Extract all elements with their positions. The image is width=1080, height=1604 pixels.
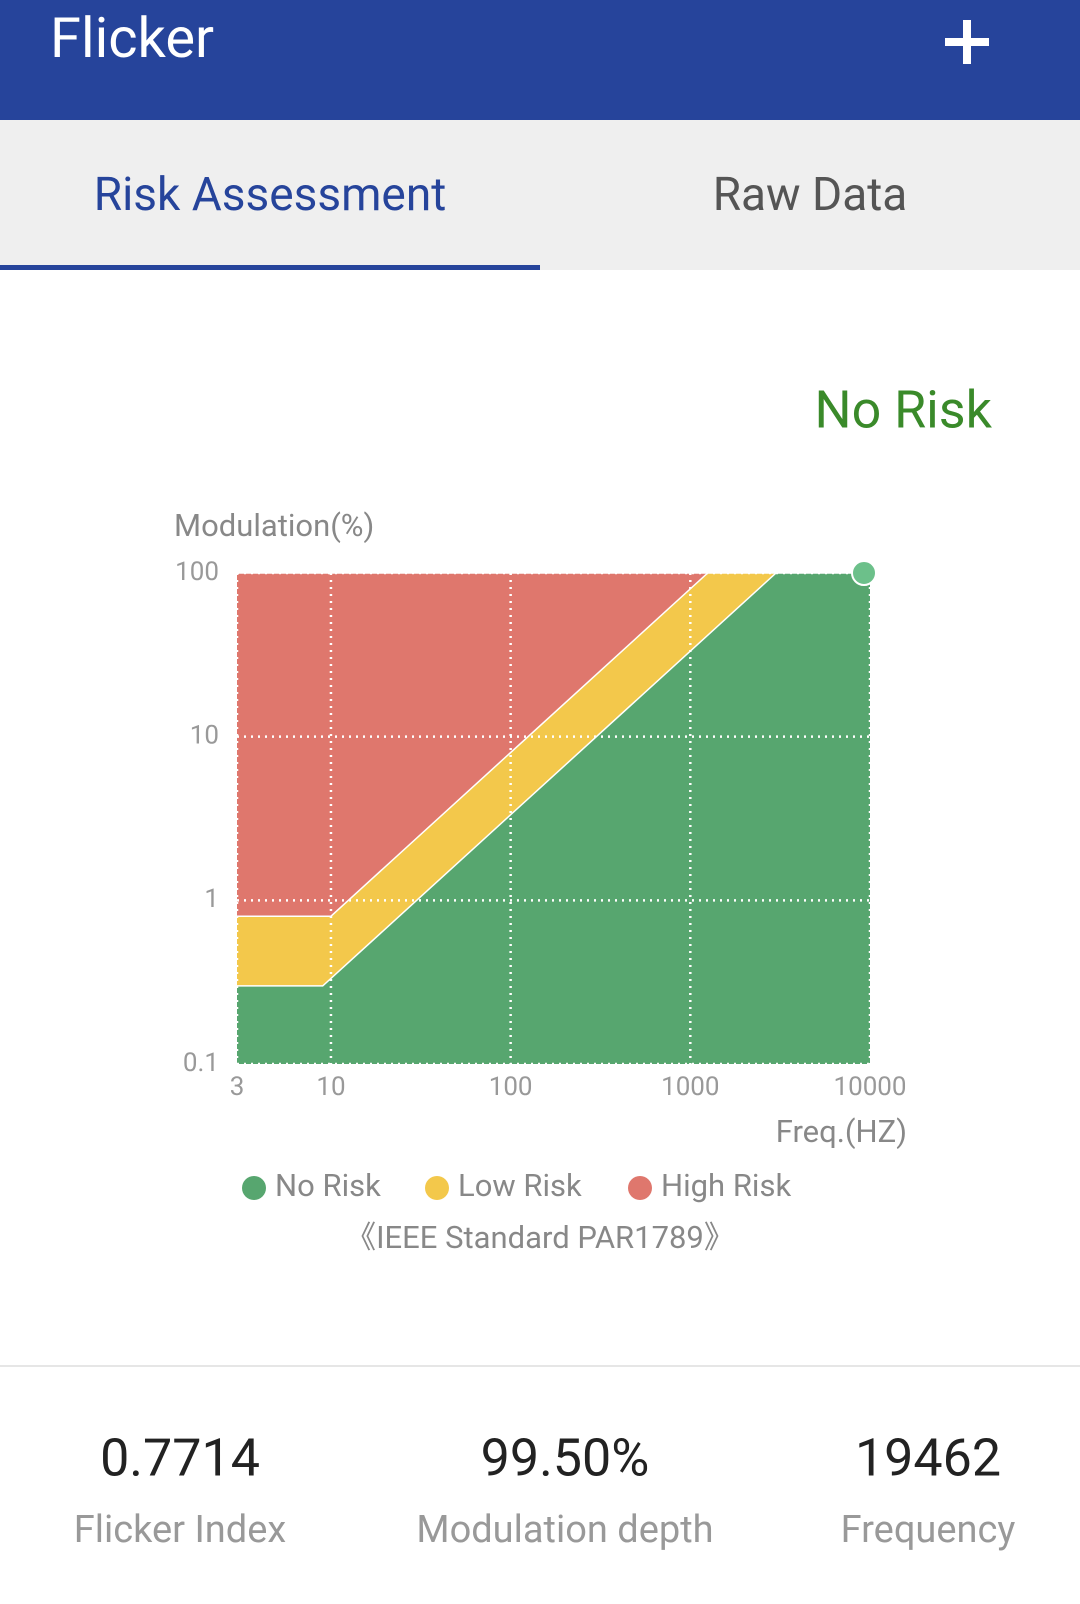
stat-label: Frequency — [841, 1508, 1016, 1552]
y-tick-label: 0.1 — [183, 1048, 219, 1078]
legend-label: Low Risk — [458, 1167, 582, 1204]
y-tick-label: 10 — [190, 721, 219, 751]
add-button[interactable] — [945, 20, 989, 64]
x-tick-label: 10 — [316, 1072, 345, 1102]
area-boundary — [237, 572, 870, 987]
legend-swatch — [242, 1176, 266, 1200]
risk-status: No Risk — [814, 380, 992, 441]
stat-value: 99.50% — [481, 1428, 650, 1489]
tab-indicator — [0, 265, 540, 270]
tab[interactable]: Raw Data — [713, 168, 908, 222]
legend-swatch — [425, 1176, 449, 1200]
tab-bar — [0, 120, 1080, 270]
x-tick-label: 1000 — [661, 1072, 719, 1102]
legend-swatch — [628, 1176, 652, 1200]
plot: 3 10 100 1000 10000 0.1 1 10 100 — [175, 557, 906, 1102]
area-fill — [237, 573, 870, 1064]
legend-label: High Risk — [661, 1167, 791, 1204]
reading-marker — [851, 560, 877, 586]
stat-value: 0.7714 — [100, 1428, 260, 1489]
y-axis-label: Modulation(%) — [174, 507, 374, 544]
y-tick-label: 1 — [204, 884, 219, 914]
stat-value: 19462 — [855, 1428, 1001, 1489]
y-tick-label: 100 — [175, 557, 219, 587]
x-tick-label: 10000 — [833, 1072, 906, 1102]
tab[interactable]: Risk Assessment — [94, 168, 447, 222]
x-tick-label: 3 — [230, 1072, 245, 1102]
app-title: Flicker — [50, 5, 214, 71]
x-tick-label: 100 — [489, 1072, 533, 1102]
caption: 《IEEE Standard PAR1789》 — [345, 1219, 735, 1256]
stat-label: Flicker Index — [74, 1508, 287, 1552]
legend: No Risk Low Risk High Risk — [242, 1167, 791, 1204]
legend-label: No Risk — [275, 1167, 381, 1204]
stats: 0.7714 Flicker Index 99.50% Modulation dept… — [74, 1428, 1016, 1552]
x-axis-label: Freq.(HZ) — [776, 1113, 907, 1150]
plus-v — [963, 20, 971, 64]
stat-label: Modulation depth — [416, 1508, 713, 1552]
app-bar — [0, 0, 1080, 120]
